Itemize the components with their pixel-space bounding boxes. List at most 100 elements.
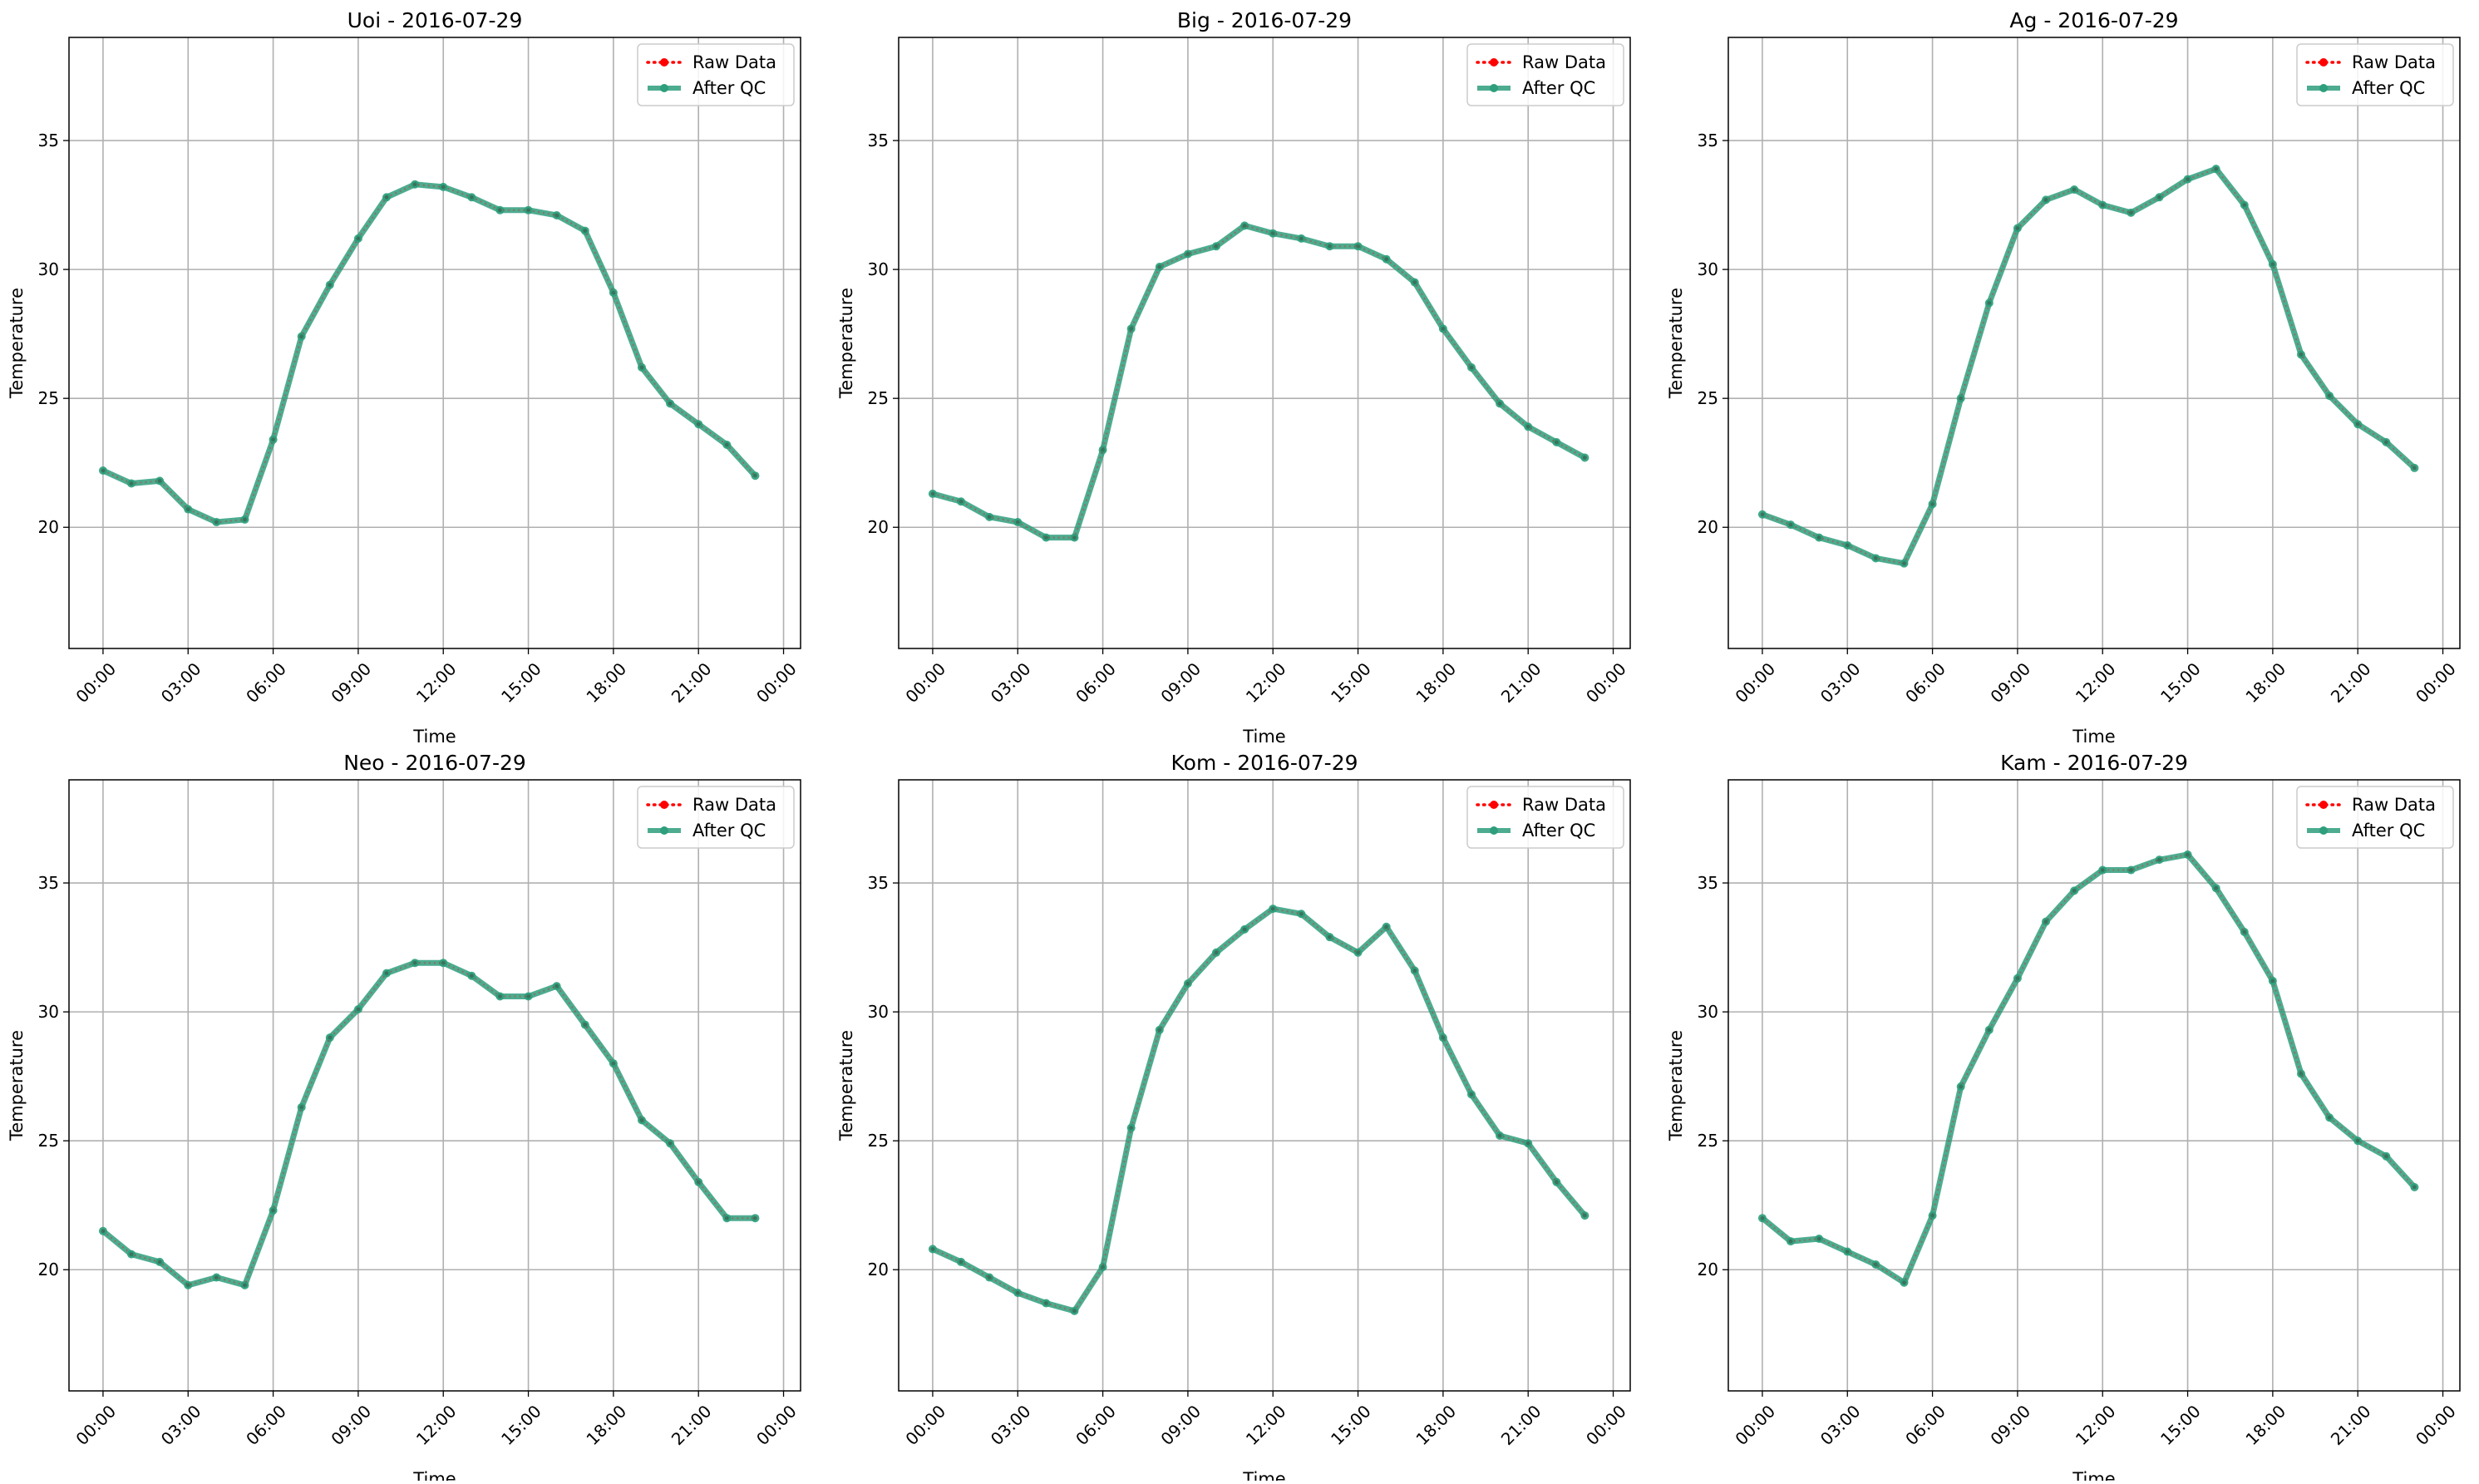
raw-data-point <box>1101 1265 1105 1270</box>
raw-data-point <box>987 1275 992 1279</box>
x-tick-label: 00:00 <box>1731 658 1779 707</box>
raw-data-point <box>1328 934 1332 939</box>
raw-data-point <box>356 1007 361 1012</box>
raw-data-point <box>1583 456 1587 460</box>
raw-data-point <box>1328 244 1332 249</box>
y-axis-label: Temperature <box>1666 1030 1686 1141</box>
raw-data-point <box>1525 424 1530 429</box>
raw-data-point <box>1270 906 1275 911</box>
raw-data-point <box>328 283 333 288</box>
y-axis-label: Temperature <box>836 1030 856 1141</box>
raw-data-point <box>1788 522 1793 527</box>
raw-data-point <box>1015 520 1020 525</box>
legend-marker-after-qc <box>660 84 668 92</box>
raw-data-point <box>2015 976 2020 981</box>
raw-data-point <box>2157 857 2161 862</box>
raw-data-point <box>271 1208 275 1213</box>
raw-data-point <box>1129 1126 1134 1131</box>
legend-label-after-qc: After QC <box>1522 78 1595 98</box>
raw-data-point <box>1845 543 1850 548</box>
x-tick-label: 06:00 <box>242 1401 290 1449</box>
subplot-title: Uoi - 2016-07-29 <box>347 8 523 32</box>
x-tick-label: 00:00 <box>71 658 120 707</box>
x-tick-label: 12:00 <box>1242 658 1290 707</box>
raw-data-point <box>1902 1280 1906 1285</box>
x-tick-label: 15:00 <box>2156 1401 2205 1449</box>
raw-data-point <box>1873 1262 1878 1267</box>
legend-label-after-qc: After QC <box>692 78 766 98</box>
raw-data-point <box>412 182 417 187</box>
raw-data-point <box>129 481 134 486</box>
raw-data-point <box>412 960 417 965</box>
raw-data-point <box>1930 501 1934 506</box>
legend-marker-raw-data <box>660 801 668 809</box>
legend: Raw Data After QC <box>2296 786 2454 849</box>
axes-frame <box>1727 779 2461 1392</box>
x-tick-label: 21:00 <box>2327 1401 2375 1449</box>
legend-label-raw-data: Raw Data <box>2352 795 2436 815</box>
x-tick-label: 06:00 <box>1072 658 1120 707</box>
legend-label-after-qc: After QC <box>1522 821 1595 841</box>
series-line-raw-data <box>1762 853 2416 1284</box>
raw-data-point <box>1015 1290 1020 1295</box>
x-tick-label: 15:00 <box>497 658 545 707</box>
raw-data-point <box>1356 950 1360 955</box>
series-line-raw-data <box>932 908 1586 1313</box>
x-tick-label: 12:00 <box>412 1401 461 1449</box>
legend-marker-after-qc <box>1490 826 1498 835</box>
raw-data-point <box>2327 1115 2332 1120</box>
y-tick-label: 25 <box>1698 1131 1718 1151</box>
raw-data-point <box>987 515 992 520</box>
x-tick-label: 18:00 <box>2241 658 2289 707</box>
x-axis-label: Time <box>1242 727 1285 747</box>
raw-data-point <box>2128 210 2133 215</box>
y-tick-label: 30 <box>1698 1002 1718 1022</box>
legend-marker-after-qc <box>1490 84 1498 92</box>
raw-data-point <box>1214 950 1219 955</box>
raw-data-point <box>2270 979 2275 984</box>
series-line-after-qc <box>101 181 758 525</box>
raw-data-point <box>214 520 219 525</box>
raw-data-point <box>1043 535 1048 540</box>
raw-data-point <box>2072 888 2077 893</box>
raw-data-point <box>243 517 247 522</box>
raw-data-point <box>1469 1092 1474 1097</box>
raw-data-point <box>1583 1213 1587 1218</box>
raw-data-point <box>1185 252 1190 256</box>
y-tick-label: 25 <box>1698 388 1718 408</box>
x-tick-label: 18:00 <box>582 658 630 707</box>
x-tick-label: 21:00 <box>668 1401 716 1449</box>
subplot-2: Ag - 2016-07-29 00:00 03:00 06:00 09:00 12:00… <box>1666 8 2461 747</box>
x-tick-label: 00:00 <box>2412 1401 2460 1449</box>
raw-data-point <box>1441 327 1446 331</box>
raw-data-point <box>271 437 275 442</box>
raw-data-point <box>328 1035 333 1040</box>
legend-marker-after-qc <box>2319 84 2328 92</box>
x-tick-label: 18:00 <box>2241 1401 2289 1449</box>
axes-frame <box>1727 37 2461 649</box>
x-axis-label: Time <box>1242 1469 1285 1481</box>
y-tick-label: 25 <box>868 388 889 408</box>
legend-label-after-qc: After QC <box>692 821 766 841</box>
raw-data-point <box>2015 226 2020 230</box>
series-line-after-qc <box>932 222 1587 541</box>
x-tick-label: 21:00 <box>1497 1401 1545 1449</box>
y-tick-label: 35 <box>1698 131 1718 150</box>
raw-data-point <box>2299 1072 2304 1076</box>
x-tick-label: 03:00 <box>987 1401 1035 1449</box>
raw-data-point <box>1043 1301 1048 1305</box>
legend-label-after-qc: After QC <box>2352 78 2425 98</box>
x-tick-label: 15:00 <box>497 1401 545 1449</box>
raw-data-point <box>2186 177 2190 181</box>
series-line-after-qc <box>1760 851 2417 1286</box>
raw-data-point <box>753 473 757 478</box>
raw-data-point <box>384 195 389 200</box>
y-tick-label: 35 <box>868 873 889 893</box>
subplot-3: Neo - 2016-07-29 00:00 03:00 06:00 09:00 12:0… <box>7 751 801 1484</box>
raw-data-point <box>1299 236 1304 241</box>
y-tick-label: 25 <box>868 1131 889 1151</box>
legend: Raw Data After QC <box>1466 43 1624 106</box>
x-tick-label: 00:00 <box>1582 658 1630 707</box>
x-tick-label: 09:00 <box>1986 658 2034 707</box>
